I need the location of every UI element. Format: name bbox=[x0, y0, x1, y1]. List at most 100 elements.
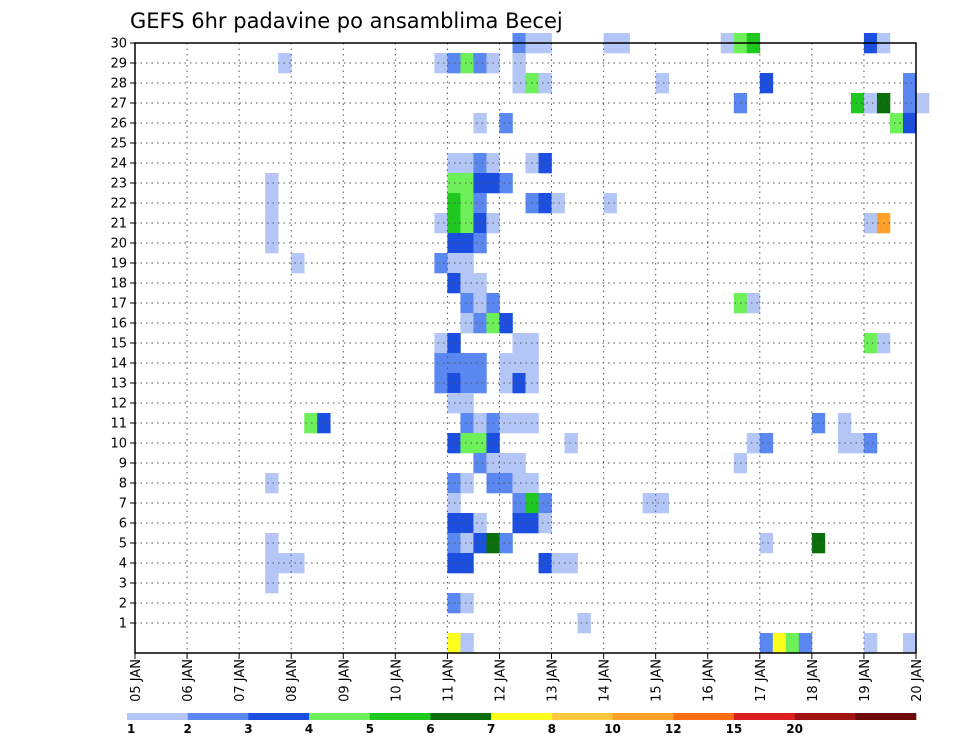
x-tick-label: 14 JAN bbox=[598, 659, 613, 702]
heatmap-cell bbox=[434, 213, 448, 234]
heatmap-cell bbox=[512, 53, 526, 74]
heatmap-cell bbox=[863, 633, 878, 654]
heatmap-cell bbox=[473, 213, 487, 234]
colorbar-swatch bbox=[187, 713, 249, 720]
heatmap-cell bbox=[460, 53, 474, 74]
heatmap-cell bbox=[434, 53, 448, 74]
y-tick-label: 18 bbox=[110, 277, 127, 292]
colorbar-label: 15 bbox=[726, 722, 743, 736]
heatmap-cell bbox=[473, 533, 487, 554]
heatmap-cell bbox=[460, 173, 474, 194]
heatmap-cell bbox=[460, 313, 474, 334]
y-tick-label: 4 bbox=[119, 557, 127, 572]
chart-title: GEFS 6hr padavine po ansamblima Becej bbox=[130, 9, 563, 33]
heatmap-cell bbox=[538, 153, 552, 174]
heatmap-cell bbox=[512, 73, 526, 94]
colorbar-swatch bbox=[491, 713, 553, 720]
x-tick-layer: 05 JAN 06 JAN 07 JAN 08 JAN 09 JAN 10 JAN 11 J… bbox=[129, 653, 925, 702]
y-tick-label: 30 bbox=[110, 37, 127, 52]
heatmap-cell bbox=[460, 253, 474, 274]
x-tick-label: 13 JAN bbox=[546, 659, 561, 702]
y-tick-label: 3 bbox=[119, 577, 127, 592]
heatmap-cell bbox=[538, 193, 552, 214]
heatmap-cell bbox=[265, 233, 279, 254]
heatmap-cell bbox=[460, 273, 474, 294]
colorbar-swatch bbox=[430, 713, 492, 720]
heatmap-cell bbox=[551, 193, 565, 214]
heatmap-cell bbox=[889, 113, 904, 134]
heatmap-cell bbox=[811, 533, 826, 554]
heatmap-cell bbox=[564, 553, 578, 574]
heatmap-cell bbox=[916, 93, 930, 114]
heatmap-cell bbox=[499, 353, 513, 374]
heatmap-cell bbox=[473, 173, 487, 194]
x-tick-label: 15 JAN bbox=[650, 659, 665, 702]
heatmap-cell bbox=[460, 393, 474, 414]
heatmap-cell bbox=[304, 413, 318, 434]
heatmap-cell bbox=[460, 473, 474, 494]
heatmap-cell bbox=[499, 533, 513, 554]
heatmap-cell bbox=[902, 633, 917, 654]
heatmap-cell bbox=[759, 533, 774, 554]
heatmap-cell bbox=[785, 633, 800, 654]
colorbar-swatch bbox=[733, 713, 795, 720]
heatmap-cell bbox=[603, 193, 617, 214]
heatmap-cell bbox=[460, 513, 474, 534]
colorbar-swatch bbox=[673, 713, 735, 720]
heatmap-cell bbox=[473, 433, 487, 454]
plot-frame bbox=[134, 42, 917, 654]
x-tick-label: 20 JAN bbox=[910, 659, 925, 702]
y-tick-label: 21 bbox=[110, 217, 127, 232]
heatmap-cell bbox=[499, 453, 513, 474]
heatmap-cell bbox=[447, 633, 461, 654]
heatmap-cell bbox=[512, 453, 526, 474]
heatmap-cell bbox=[265, 533, 279, 554]
x-tick-label: 06 JAN bbox=[181, 659, 196, 702]
x-tick-label: 18 JAN bbox=[806, 659, 821, 702]
heatmap-cell bbox=[746, 293, 761, 314]
heatmap-cell bbox=[434, 373, 448, 394]
x-tick-label: 08 JAN bbox=[285, 659, 300, 702]
heatmap-cell bbox=[863, 433, 878, 454]
heatmap-cell bbox=[759, 633, 774, 654]
heatmap-cell bbox=[499, 413, 513, 434]
heatmap-cell bbox=[772, 633, 787, 654]
colorbar-label: 4 bbox=[305, 722, 313, 736]
colorbar-label: 2 bbox=[184, 722, 192, 736]
heatmap-cell bbox=[473, 353, 487, 374]
heatmap-cell bbox=[265, 213, 279, 234]
heatmap-cell bbox=[473, 53, 487, 74]
y-tick-label: 2 bbox=[119, 597, 127, 612]
heatmap-cell bbox=[460, 233, 474, 254]
heatmap-cell bbox=[512, 373, 526, 394]
heatmap-cell bbox=[863, 93, 878, 114]
heatmap-cell bbox=[499, 473, 513, 494]
heatmap-cell bbox=[642, 493, 656, 514]
heatmap-cell bbox=[473, 453, 487, 474]
y-tick-label: 7 bbox=[119, 497, 127, 512]
heatmap-cell bbox=[434, 333, 448, 354]
heatmap-cell bbox=[265, 573, 279, 594]
heatmap-cell bbox=[499, 313, 513, 334]
y-tick-label: 29 bbox=[110, 57, 127, 72]
heatmap-cell bbox=[473, 293, 487, 314]
heatmap-cell bbox=[473, 233, 487, 254]
heatmap-cell bbox=[317, 413, 331, 434]
y-tick-label: 1 bbox=[119, 617, 127, 632]
colorbar-label: 10 bbox=[604, 722, 621, 736]
heatmap-cell bbox=[473, 273, 487, 294]
colorbar-label: 6 bbox=[426, 722, 434, 736]
x-tick-label: 07 JAN bbox=[233, 659, 248, 702]
y-tick-label: 26 bbox=[110, 117, 127, 132]
x-tick-label: 12 JAN bbox=[493, 659, 508, 702]
colorbar: 1 2 3 4 5 6 7 8 10 12 15 20 bbox=[127, 713, 917, 736]
colorbar-swatch bbox=[369, 713, 431, 720]
heatmap-cell bbox=[538, 513, 552, 534]
grid-layer bbox=[135, 42, 916, 653]
heatmap-cell bbox=[512, 473, 526, 494]
heatmap-cell bbox=[811, 413, 826, 434]
y-tick-label: 14 bbox=[110, 357, 127, 372]
heatmap-cell bbox=[655, 493, 669, 514]
heatmap-cell bbox=[460, 553, 474, 574]
